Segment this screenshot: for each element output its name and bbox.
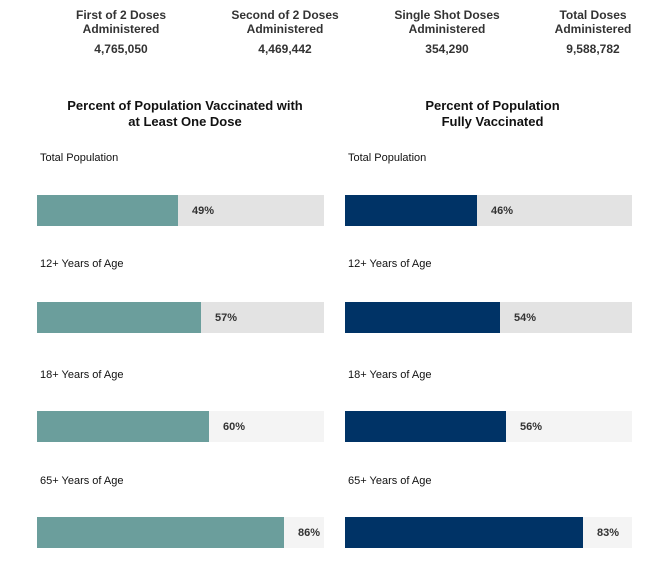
category-label: 65+ Years of Age [348, 475, 432, 487]
category-label: Total Population [40, 152, 119, 164]
bar-track: 54% [345, 302, 632, 333]
stat-label: Single Shot Doses Administered [394, 8, 500, 36]
bar-fully [345, 302, 500, 333]
stat-second-dose: Second of 2 Doses Administered 4,469,442 [220, 8, 350, 64]
category-label: 18+ Years of Age [40, 369, 124, 381]
stat-label: Second of 2 Doses Administered [231, 8, 339, 36]
stat-value: 4,469,442 [258, 42, 312, 56]
panel-title-at-least-one: Percent of Population Vaccinated with at… [67, 98, 303, 129]
data-label: 56% [520, 421, 543, 433]
stat-value: 9,588,782 [566, 42, 620, 56]
bar-track: 86% [37, 517, 324, 548]
bar-track: 46% [345, 195, 632, 226]
data-label: 83% [597, 527, 620, 539]
bar-fully [345, 195, 477, 226]
stat-single-shot: Single Shot Doses Administered 354,290 [382, 8, 512, 64]
bar-at-least-one [37, 302, 201, 333]
category-label: 18+ Years of Age [348, 369, 432, 381]
bar-track: 56% [345, 411, 632, 442]
data-label: 49% [192, 205, 215, 217]
bar-at-least-one [37, 195, 178, 226]
category-label: Total Population [348, 152, 427, 164]
bar-track: 57% [37, 302, 324, 333]
bar-track: 60% [37, 411, 324, 442]
category-label: 12+ Years of Age [40, 258, 124, 270]
bar-fully [345, 517, 583, 548]
category-label: 12+ Years of Age [348, 258, 432, 270]
stat-value: 354,290 [425, 42, 469, 56]
panel-title-fully-vaccinated: Percent of Population Fully Vaccinated [425, 98, 560, 129]
data-label: 54% [514, 312, 537, 324]
stat-total-doses: Total Doses Administered 9,588,782 [538, 8, 648, 64]
stat-first-dose: First of 2 Doses Administered 4,765,050 [56, 8, 186, 64]
bar-fully [345, 411, 506, 442]
bar-track: 83% [345, 517, 632, 548]
stat-label: First of 2 Doses Administered [75, 8, 167, 36]
stat-label: Total Doses Administered [554, 8, 632, 36]
bar-at-least-one [37, 517, 284, 548]
data-label: 46% [491, 205, 514, 217]
data-label: 57% [215, 312, 238, 324]
data-label: 86% [298, 527, 321, 539]
data-label: 60% [223, 421, 246, 433]
bar-track: 49% [37, 195, 324, 226]
stat-value: 4,765,050 [94, 42, 148, 56]
category-label: 65+ Years of Age [40, 475, 124, 487]
bar-at-least-one [37, 411, 209, 442]
